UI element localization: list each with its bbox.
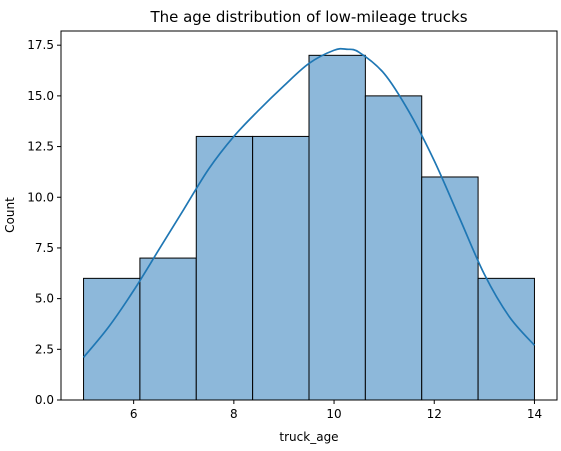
x-axis-ticks: 6 8 10 12 14 [130,400,542,421]
histogram-bar-2 [139,257,197,401]
histogram-bar-6 [364,95,423,401]
y-tick-label: 5.0 [35,292,54,306]
y-tick-label: 15.0 [27,89,54,103]
y-tick-label: 17.5 [27,38,54,52]
y-axis-label: Count [3,197,17,233]
histogram-bar-7 [421,176,479,401]
plot-frame [60,30,558,401]
y-axis-ticks: 0.0 2.5 5.0 7.5 10.0 12.5 15.0 17.5 [27,38,61,407]
kde-curve [82,47,536,358]
histogram-bar-8 [477,277,535,401]
x-tick-label: 14 [527,407,542,421]
y-tick-label: 12.5 [27,140,54,154]
x-tick-label: 12 [427,407,442,421]
y-tick-label: 10.0 [27,190,54,204]
histogram-bar-3 [195,135,254,401]
y-tick-label: 7.5 [35,241,54,255]
histogram-bar-1 [83,277,141,401]
histogram-bar-4 [252,135,310,401]
histogram-bar-5 [308,54,366,401]
y-tick-label: 2.5 [35,342,54,356]
histogram-bars [83,54,535,401]
x-tick-label: 10 [326,407,341,421]
x-tick-label: 6 [130,407,138,421]
chart-title: The age distribution of low-mileage truc… [149,8,467,26]
x-axis-label: truck_age [279,430,338,444]
x-tick-label: 8 [230,407,238,421]
y-tick-label: 0.0 [35,393,54,407]
